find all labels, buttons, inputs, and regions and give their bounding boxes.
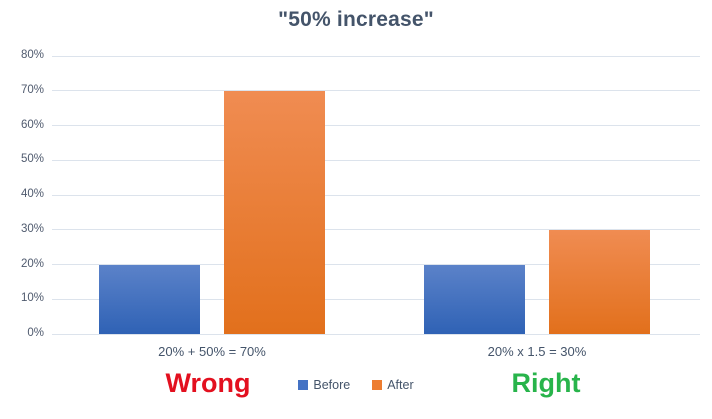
wrong-label: Wrong (165, 368, 251, 398)
gridline (52, 333, 700, 335)
category-label: 20% + 50% = 70% (158, 344, 266, 359)
right-label: Right (511, 368, 581, 398)
y-axis-tick-label: 60% (20, 118, 44, 131)
y-axis-tick-label: 0% (27, 327, 44, 339)
y-axis-tick-label: 70% (20, 83, 44, 96)
y-axis-tick-label: 30% (20, 222, 44, 235)
y-axis-tick-label: 80% (20, 49, 44, 61)
bar-before-group2 (424, 264, 525, 334)
bar-after-group1 (224, 90, 325, 334)
gridline (52, 90, 700, 92)
gridline (52, 298, 700, 300)
before-swatch-icon (298, 380, 309, 390)
bar-after-group2 (549, 229, 650, 334)
legend-label-after: After (387, 378, 414, 392)
gridline (52, 125, 700, 126)
y-axis-tick-label: 50% (20, 153, 44, 166)
after-swatch-icon (372, 380, 383, 390)
gridline (52, 55, 700, 57)
y-axis-tick-label: 40% (20, 188, 44, 200)
legend-item-after: After (372, 378, 414, 392)
legend-item-before: Before (298, 378, 350, 392)
gridline (52, 159, 700, 161)
legend-label-before: Before (313, 378, 351, 392)
legend: Before After (0, 378, 712, 392)
gridline (52, 264, 700, 265)
category-label: 20% x 1.5 = 30% (487, 344, 587, 359)
y-axis-tick-label: 20% (20, 257, 44, 270)
gridline (52, 229, 700, 231)
gridline (52, 194, 700, 196)
bar-before-group1 (99, 264, 200, 334)
chart-title: "50% increase" (278, 8, 434, 31)
y-axis-tick-label: 10% (20, 292, 44, 305)
